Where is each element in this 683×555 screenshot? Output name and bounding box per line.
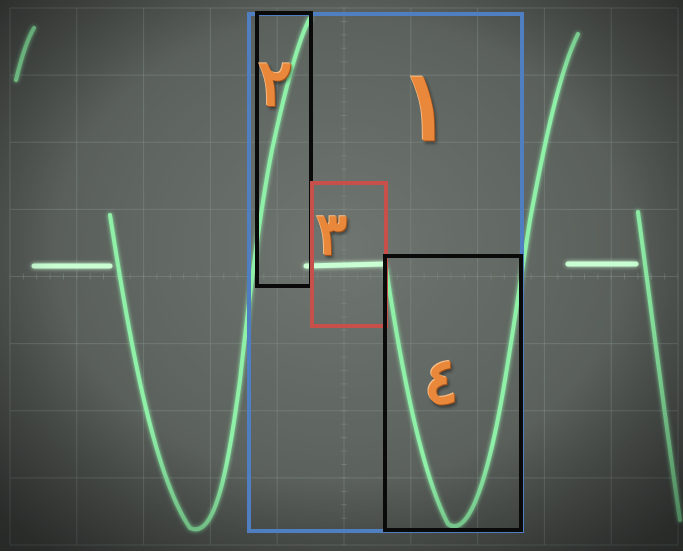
region-box-2: [255, 11, 313, 288]
region-box-4: [383, 254, 523, 532]
region-label-2: ٢: [258, 46, 293, 121]
region-label-3: ٣: [316, 200, 348, 268]
region-label-4: ٤: [424, 344, 459, 419]
region-label-1: ١: [400, 49, 452, 162]
